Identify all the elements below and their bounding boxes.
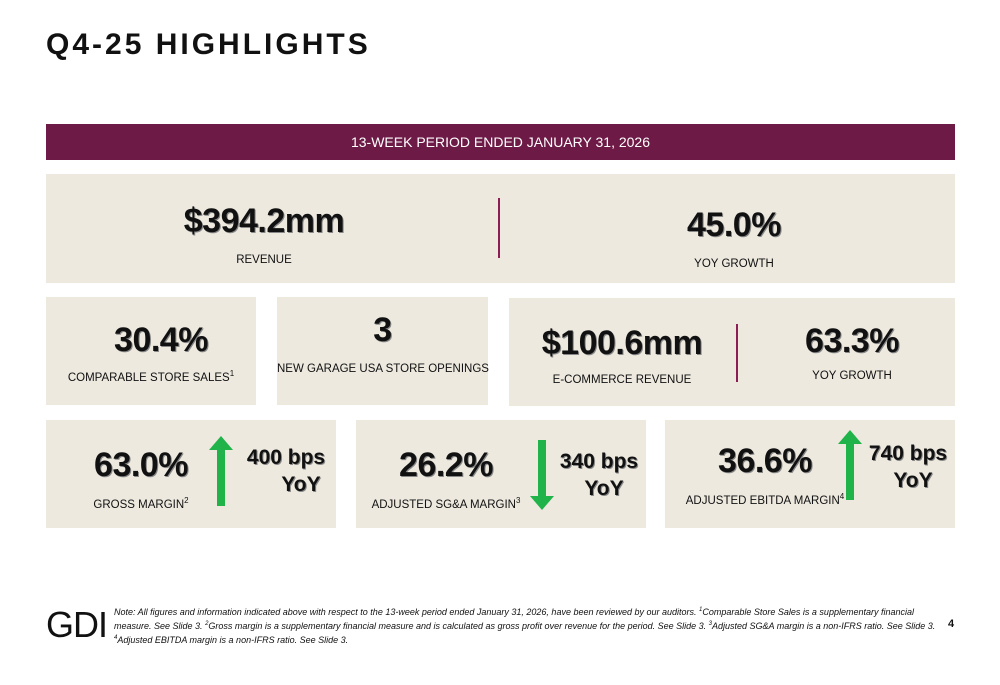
sga-margin-label-text: ADJUSTED SG&A MARGIN (371, 498, 516, 511)
footnote-ref-1: 1 (229, 369, 235, 378)
footnote-ref-4: 4 (839, 492, 845, 501)
ebitda-margin-value: 36.6% (718, 442, 812, 480)
yoy-growth-label: YOY GROWTH (694, 258, 774, 270)
down-arrow-icon (530, 440, 554, 510)
ebitda-margin-bps-value: 740 bps (868, 442, 948, 465)
ecommerce-card: $100.6mm E-COMMERCE REVENUE 63.3% YOY GR… (509, 298, 955, 406)
revenue-card: $394.2mm REVENUE 45.0% YOY GROWTH (46, 174, 955, 283)
comparable-store-sales-card: 30.4% COMPARABLE STORE SALES1 (46, 297, 256, 405)
ecommerce-revenue-value: $100.6mm (541, 324, 703, 362)
store-openings-value: 3 (373, 311, 392, 349)
ebitda-margin-bps-yoy: YoY (893, 469, 933, 492)
footnote-part-5: Adjusted EBITDA margin is a non-IFRS rat… (117, 635, 349, 645)
ebitda-margin-bps: 740 bps YoY (861, 440, 955, 494)
yoy-growth-value: 45.0% (687, 206, 781, 244)
gross-margin-value: 63.0% (94, 446, 188, 484)
footnote-part-2: Comparable Store Sales is a supplementar… (114, 607, 914, 631)
period-banner: 13-WEEK PERIOD ENDED JANUARY 31, 2026 (46, 124, 955, 160)
gross-margin-label: GROSS MARGIN2 (46, 496, 236, 511)
footnote-sup-4: 4 (114, 635, 118, 641)
page-title: Q4-25 HIGHLIGHTS (46, 28, 371, 61)
ebitda-margin-card: 36.6% ADJUSTED EBITDA MARGIN4 740 bps Yo… (665, 420, 955, 528)
footnote-part-1: Note: All figures and information indica… (114, 607, 700, 617)
revenue-label: REVENUE (236, 254, 292, 266)
footnote-part-3: Gross margin is a supplementary financia… (208, 621, 709, 631)
gdi-logo: GDI (46, 604, 108, 645)
footnote-sup-1: 1 (699, 607, 703, 613)
up-arrow-icon (838, 430, 862, 500)
footnote: Note: All figures and information indica… (114, 604, 940, 646)
footnote-sup-3: 3 (708, 621, 713, 627)
footnote-sup-2: 2 (205, 621, 209, 627)
footnote-ref-2: 2 (184, 496, 189, 505)
gross-margin-label-text: GROSS MARGIN (93, 498, 185, 511)
ebitda-margin-label-text: ADJUSTED EBITDA MARGIN (685, 494, 840, 507)
sga-margin-bps-value: 340 bps (559, 450, 639, 473)
ecommerce-revenue-label: E-COMMERCE REVENUE (552, 374, 692, 386)
gross-margin-bps: 400 bps YoY (236, 444, 336, 498)
up-arrow-icon (209, 436, 233, 506)
comparable-store-sales-label-text: COMPARABLE STORE SALES (67, 371, 230, 384)
comparable-store-sales-label: COMPARABLE STORE SALES1 (46, 369, 256, 384)
sga-margin-bps: 340 bps YoY (552, 448, 646, 502)
comparable-store-sales-value: 30.4% (114, 321, 208, 359)
page-number: 4 (948, 618, 955, 630)
gross-margin-bps-yoy: YoY (281, 473, 321, 496)
ecommerce-divider (736, 324, 738, 382)
ecommerce-yoy-label: YOY GROWTH (812, 370, 892, 382)
sga-margin-bps-yoy: YoY (584, 477, 624, 500)
gross-margin-bps-value: 400 bps (246, 446, 326, 469)
gross-margin-card: 63.0% GROSS MARGIN2 400 bps YoY (46, 420, 336, 528)
store-openings-label: NEW GARAGE USA STORE OPENINGS (277, 363, 489, 375)
store-openings-card: 3 NEW GARAGE USA STORE OPENINGS (277, 297, 489, 405)
sga-margin-card: 26.2% ADJUSTED SG&A MARGIN3 340 bps YoY (356, 420, 646, 528)
ecommerce-yoy-value: 63.3% (805, 322, 899, 360)
ebitda-margin-label: ADJUSTED EBITDA MARGIN4 (665, 492, 865, 507)
period-banner-text: 13-WEEK PERIOD ENDED JANUARY 31, 2026 (350, 134, 651, 150)
footnote-part-4: Adjusted SG&A margin is a non-IFRS ratio… (712, 621, 936, 631)
sga-margin-label: ADJUSTED SG&A MARGIN3 (356, 496, 536, 511)
revenue-divider (498, 198, 500, 258)
revenue-value: $394.2mm (183, 202, 345, 240)
footnote-ref-3: 3 (515, 496, 521, 505)
sga-margin-value: 26.2% (399, 446, 493, 484)
